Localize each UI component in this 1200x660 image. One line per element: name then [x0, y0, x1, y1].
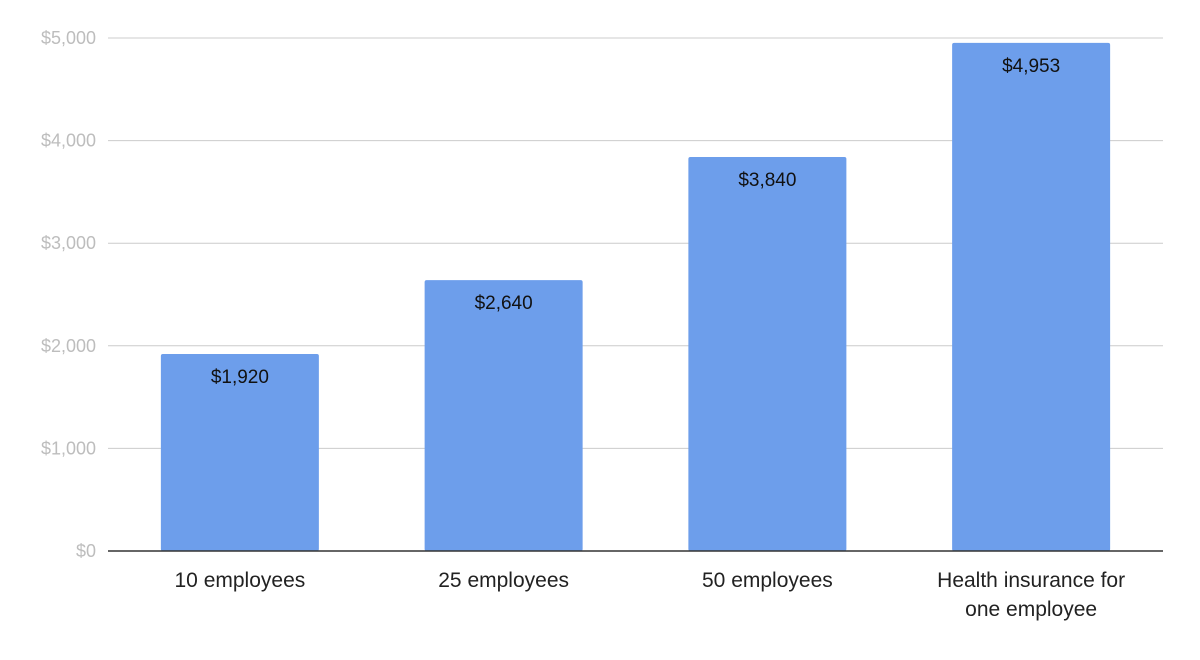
bar [952, 42, 1111, 551]
bar [424, 280, 583, 551]
data-label: $1,920 [211, 367, 269, 388]
y-tick-label: $4,000 [41, 131, 96, 151]
y-tick-label: $3,000 [41, 233, 96, 253]
x-tick-label: one employee [965, 598, 1097, 621]
data-label: $2,640 [475, 293, 533, 314]
x-tick-label: 10 employees [175, 569, 306, 592]
bar [160, 354, 319, 551]
y-tick-label: $0 [76, 541, 96, 561]
labels: $0 $1,000 $2,000 $3,000 $4,000 $5,000 $1,920 10… [41, 28, 1125, 621]
y-tick-label: $2,000 [41, 336, 96, 356]
x-tick-label: 25 employees [438, 569, 569, 592]
x-tick-label: Health insurance for [937, 569, 1125, 592]
bar [688, 157, 847, 552]
bars [160, 42, 1111, 552]
y-tick-label: $1,000 [41, 438, 96, 458]
data-label: $3,840 [738, 170, 796, 191]
x-tick-label: 50 employees [702, 569, 833, 592]
y-tick-label: $5,000 [41, 28, 96, 48]
data-label: $4,953 [1002, 56, 1060, 77]
